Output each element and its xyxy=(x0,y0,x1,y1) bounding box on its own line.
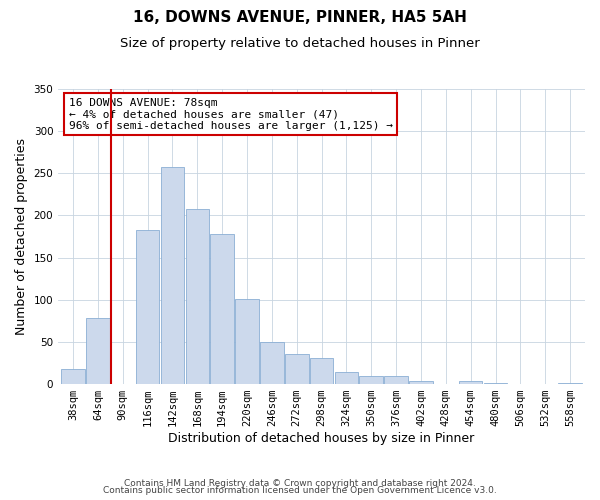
Bar xyxy=(409,380,433,384)
Bar xyxy=(235,299,259,384)
Text: Size of property relative to detached houses in Pinner: Size of property relative to detached ho… xyxy=(120,38,480,51)
Bar xyxy=(285,354,308,384)
Text: 16, DOWNS AVENUE, PINNER, HA5 5AH: 16, DOWNS AVENUE, PINNER, HA5 5AH xyxy=(133,10,467,25)
Text: Contains public sector information licensed under the Open Government Licence v3: Contains public sector information licen… xyxy=(103,486,497,495)
Bar xyxy=(136,230,160,384)
Bar xyxy=(310,358,334,384)
X-axis label: Distribution of detached houses by size in Pinner: Distribution of detached houses by size … xyxy=(169,432,475,445)
Bar xyxy=(161,166,184,384)
Text: Contains HM Land Registry data © Crown copyright and database right 2024.: Contains HM Land Registry data © Crown c… xyxy=(124,478,476,488)
Bar xyxy=(385,376,408,384)
Text: 16 DOWNS AVENUE: 78sqm
← 4% of detached houses are smaller (47)
96% of semi-deta: 16 DOWNS AVENUE: 78sqm ← 4% of detached … xyxy=(69,98,393,131)
Bar xyxy=(359,376,383,384)
Bar xyxy=(459,380,482,384)
Bar xyxy=(86,318,110,384)
Bar xyxy=(211,234,234,384)
Bar xyxy=(185,208,209,384)
Bar xyxy=(335,372,358,384)
Y-axis label: Number of detached properties: Number of detached properties xyxy=(15,138,28,335)
Bar xyxy=(260,342,284,384)
Bar xyxy=(61,369,85,384)
Bar xyxy=(558,383,582,384)
Bar xyxy=(484,383,508,384)
